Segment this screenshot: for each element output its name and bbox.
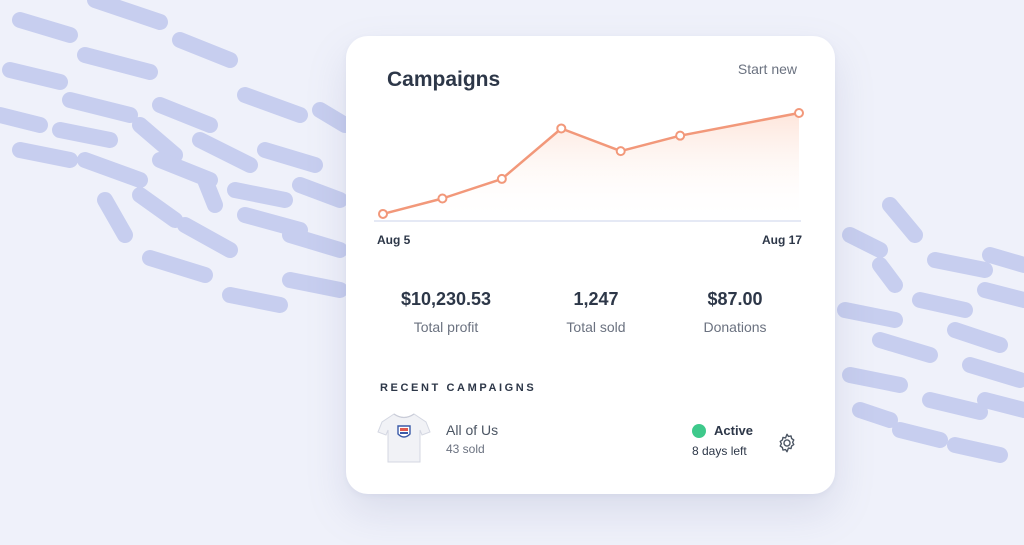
stat-total-sold: 1,247 Total sold — [516, 289, 676, 335]
chart-data-point — [615, 146, 626, 157]
x-tick-label-start: Aug 5 — [377, 233, 411, 247]
chart-data-point — [794, 108, 804, 118]
chart-data-point — [556, 123, 567, 134]
stat-label: Total profit — [413, 319, 479, 335]
chart-data-point — [496, 173, 507, 184]
stat-value: $87.00 — [707, 289, 763, 309]
start-new-link[interactable]: Start new — [737, 61, 797, 77]
campaign-line-chart — [374, 108, 804, 222]
gear-icon[interactable] — [776, 432, 798, 454]
stat-value: 1,247 — [573, 289, 619, 309]
stat-label: Total sold — [566, 319, 626, 335]
stat-value: $10,230.53 — [400, 289, 492, 309]
recent-campaigns-heading: RECENT CAMPAIGNS — [380, 382, 537, 394]
chart-data-point — [378, 208, 388, 219]
chart-area-fill — [383, 113, 799, 221]
campaign-status: Active — [714, 423, 754, 438]
stat-donations: $87.00 Donations — [655, 289, 815, 335]
chart-data-point — [675, 130, 686, 141]
campaign-name[interactable]: All of Us — [446, 422, 499, 438]
campaign-time-left: 8 days left — [692, 444, 747, 458]
campaign-sold-count: 43 sold — [446, 442, 485, 456]
stat-total-profit: $10,230.53 Total profit — [366, 289, 526, 335]
campaign-row[interactable]: All of Us 43 sold Active 8 days left — [376, 408, 806, 468]
tshirt-icon — [377, 413, 431, 463]
stat-label: Donations — [703, 319, 767, 335]
chart-data-point — [437, 193, 448, 204]
status-indicator-dot — [692, 424, 706, 438]
campaigns-card: Campaigns Start new Aug 5 Aug 17 $10,230… — [346, 36, 835, 494]
card-title: Campaigns — [387, 68, 501, 91]
x-tick-label-end: Aug 17 — [761, 233, 802, 247]
